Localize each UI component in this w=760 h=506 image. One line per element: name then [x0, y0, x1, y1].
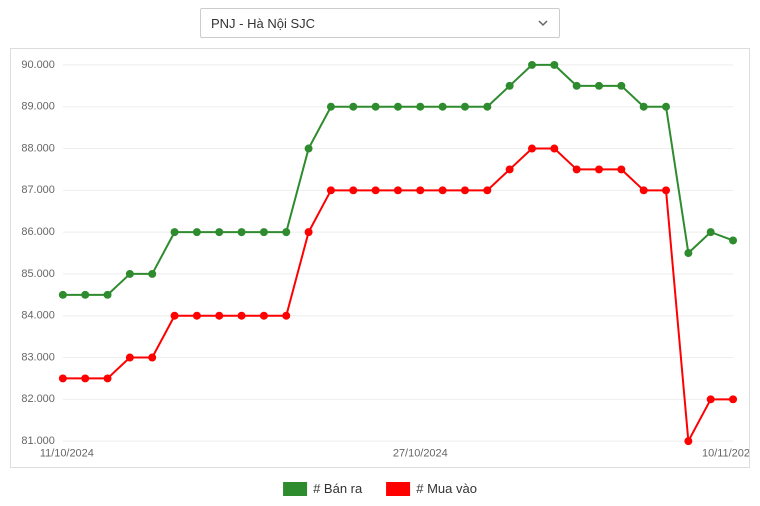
legend-swatch — [386, 482, 410, 496]
svg-text:81.000: 81.000 — [21, 435, 55, 447]
chevron-down-icon — [537, 17, 549, 29]
dropdown-selected-label: PNJ - Hà Nội SJC — [211, 16, 315, 31]
svg-text:11/10/2024: 11/10/2024 — [40, 447, 94, 459]
legend-item-ban-ra: # Bán ra — [283, 481, 362, 496]
svg-text:10/11/2024: 10/11/2024 — [702, 447, 749, 459]
svg-text:88.000: 88.000 — [21, 142, 55, 154]
svg-text:87.000: 87.000 — [21, 184, 55, 196]
svg-text:85.000: 85.000 — [21, 268, 55, 280]
chart-svg: 81.000 82.000 83.000 84.000 85.000 86.000 87.0… — [11, 49, 749, 467]
source-dropdown[interactable]: PNJ - Hà Nội SJC — [200, 8, 560, 38]
svg-text:83.000: 83.000 — [21, 351, 55, 363]
svg-text:84.000: 84.000 — [21, 310, 55, 322]
legend-label: # Bán ra — [313, 481, 362, 496]
legend-item-mua-vao: # Mua vào — [386, 481, 477, 496]
legend-swatch — [283, 482, 307, 496]
svg-text:86.000: 86.000 — [21, 226, 55, 238]
svg-text:89.000: 89.000 — [21, 101, 55, 113]
svg-text:27/10/2024: 27/10/2024 — [393, 447, 448, 459]
price-chart: 81.000 82.000 83.000 84.000 85.000 86.000 87.0… — [10, 48, 750, 468]
svg-text:90.000: 90.000 — [21, 59, 55, 71]
legend-label: # Mua vào — [416, 481, 477, 496]
chart-legend: # Bán ra # Mua vào — [283, 481, 477, 496]
svg-text:82.000: 82.000 — [21, 393, 55, 405]
